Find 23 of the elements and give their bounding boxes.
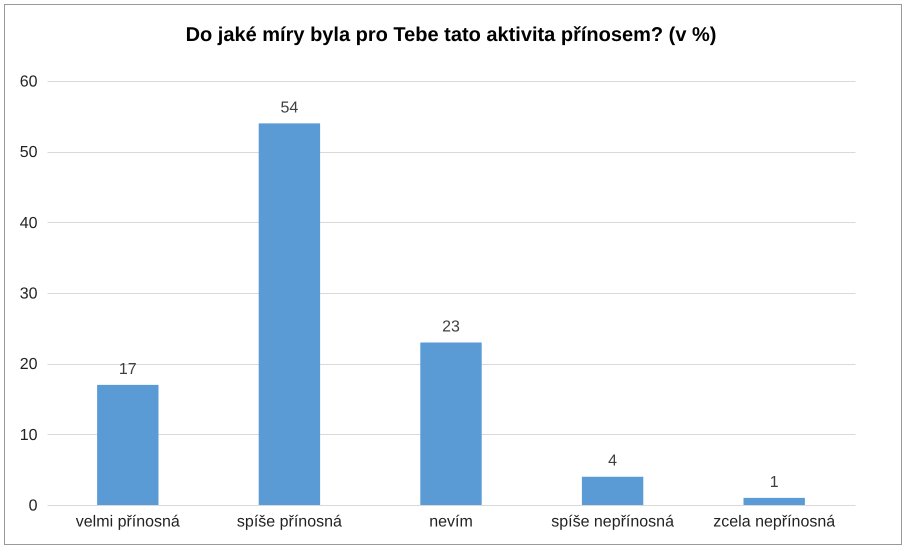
bar (97, 384, 159, 505)
x-tick-label: nevím (429, 514, 473, 530)
bar (582, 476, 644, 505)
y-tick-label: 10 (20, 426, 38, 444)
y-tick-label: 20 (20, 356, 38, 374)
data-label: 1 (770, 474, 779, 491)
chart-title: Do jaké míry byla pro Tebe tato aktivita přínosem? (v %) (186, 24, 716, 46)
data-label: 23 (442, 318, 460, 336)
data-label: 4 (608, 452, 618, 470)
x-tick-label: velmi přínosná (76, 514, 180, 530)
x-tick-label: zcela nepřínosná (713, 514, 836, 530)
x-tick-label: spíše nepřínosná (551, 514, 674, 530)
y-tick-label: 0 (28, 498, 38, 514)
y-tick-label: 40 (20, 214, 38, 232)
bar (258, 123, 320, 505)
bar (420, 342, 482, 505)
y-tick-label: 60 (20, 74, 38, 90)
y-tick-label: 30 (20, 286, 38, 302)
data-label: 17 (118, 360, 137, 378)
data-label: 54 (280, 99, 298, 116)
y-tick-label: 50 (20, 144, 38, 162)
bar (743, 498, 805, 505)
x-tick-label: spíše přínosná (236, 514, 342, 530)
